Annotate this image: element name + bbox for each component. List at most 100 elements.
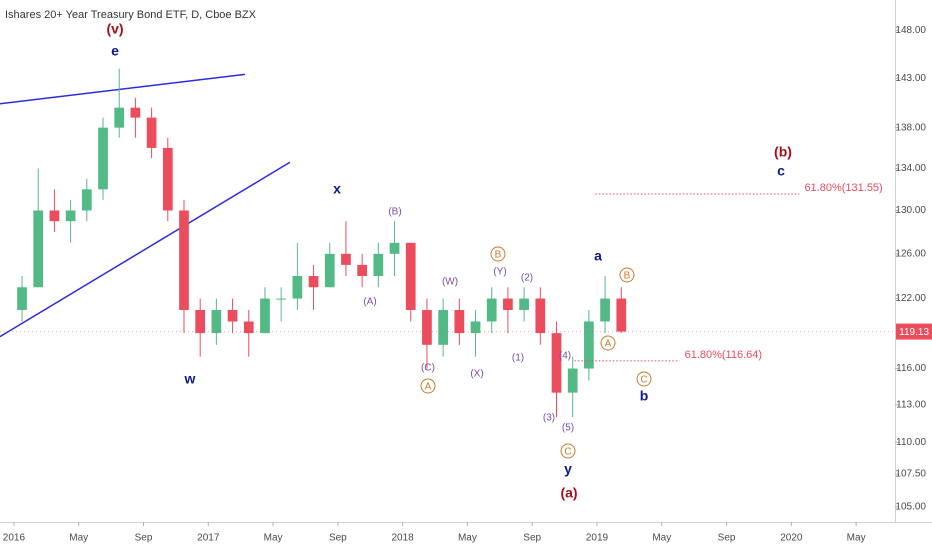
wave-label: A xyxy=(605,339,612,350)
candle-body xyxy=(486,298,497,322)
wave-label: (v) xyxy=(106,21,123,37)
candle-body xyxy=(292,276,303,299)
y-tick-label: 116.00 xyxy=(896,363,926,374)
candle-body xyxy=(616,298,627,332)
wave-label: C xyxy=(640,375,647,386)
wave-label: (W) xyxy=(442,277,458,288)
wave-label: (2) xyxy=(521,273,533,284)
last-price-box xyxy=(896,323,932,340)
candle-body xyxy=(162,147,173,211)
candle-body xyxy=(308,276,319,288)
wave-circle xyxy=(600,335,616,351)
wave-label: w xyxy=(184,371,196,387)
candle-body xyxy=(243,321,254,334)
y-tick-label: 138.00 xyxy=(895,122,926,133)
wave-label: A xyxy=(425,382,432,393)
wave-label: (Y) xyxy=(493,267,506,278)
wave-circle xyxy=(420,378,436,394)
candle-body xyxy=(260,298,270,334)
wave-label: c xyxy=(777,163,785,179)
x-tick-label: May xyxy=(264,533,283,544)
chart-title: Ishares 20+ Year Treasury Bond ETF, D, C… xyxy=(5,9,257,21)
candle-body xyxy=(503,298,513,310)
wave-circle xyxy=(636,371,652,387)
wave-label: (C) xyxy=(421,363,435,374)
wave-label: x xyxy=(333,181,341,197)
y-tick-label: 134.00 xyxy=(895,163,926,174)
wave-label: B xyxy=(495,250,502,261)
x-tick-label: May xyxy=(847,533,866,544)
candle-body xyxy=(405,242,416,310)
x-tick-label: May xyxy=(652,533,671,544)
wave-label: B xyxy=(624,271,631,282)
y-tick-label: 130.00 xyxy=(895,205,926,216)
candle-body xyxy=(567,368,578,393)
wave-circle xyxy=(560,443,576,459)
wave-label: (X) xyxy=(470,369,483,380)
x-tick-label: 2017 xyxy=(197,533,220,544)
x-tick-label: Sep xyxy=(523,533,541,544)
candle-body xyxy=(551,333,562,393)
candle-body xyxy=(584,321,594,369)
candle-body xyxy=(373,253,384,277)
wave-label: y xyxy=(564,461,572,477)
y-tick-label: 148.00 xyxy=(895,25,926,36)
wave-label: (a) xyxy=(560,485,577,501)
x-tick-label: 2018 xyxy=(392,533,415,544)
candle-body xyxy=(357,264,368,277)
wave-label: (3) xyxy=(543,413,555,424)
candle-body xyxy=(211,309,222,334)
x-tick-label: 2020 xyxy=(780,533,803,544)
wave-label: C xyxy=(564,447,571,458)
candle-body xyxy=(438,309,448,345)
candle-body xyxy=(146,117,157,148)
last-price-label: 119.13 xyxy=(899,327,929,338)
y-tick-label: 113.00 xyxy=(896,400,926,411)
candle-body xyxy=(114,107,125,128)
candle-body xyxy=(470,321,481,334)
wave-label: (B) xyxy=(388,207,401,218)
y-tick-label: 122.00 xyxy=(895,293,926,304)
wave-label: (b) xyxy=(774,144,792,160)
wave-label: b xyxy=(640,388,649,404)
wave-label: (4) xyxy=(559,351,571,362)
wave-label: (1) xyxy=(512,353,524,364)
x-tick-label: 2016 xyxy=(3,533,26,544)
candle-body xyxy=(33,210,44,288)
wave-label: e xyxy=(111,43,119,59)
y-tick-label: 105.00 xyxy=(895,501,926,512)
wave-label: (A) xyxy=(363,297,376,308)
wave-label: a xyxy=(594,248,602,264)
x-tick-label: May xyxy=(69,533,88,544)
trendline xyxy=(0,161,291,338)
candle-body xyxy=(276,298,287,300)
candle-body xyxy=(81,189,92,211)
y-tick-label: 143.00 xyxy=(895,73,926,84)
x-tick-label: May xyxy=(458,533,477,544)
candle-body xyxy=(454,309,465,334)
x-tick-label: Sep xyxy=(329,533,347,544)
x-tick-label: Sep xyxy=(718,533,736,544)
candle-body xyxy=(389,242,400,254)
y-tick-label: 110.00 xyxy=(896,437,926,448)
candle-body xyxy=(179,210,189,310)
wave-label: (5) xyxy=(562,423,574,434)
trendline xyxy=(0,73,245,105)
y-tick-label: 107.50 xyxy=(895,469,926,480)
candle-body xyxy=(519,298,529,310)
candle-body xyxy=(324,253,335,288)
x-tick-label: Sep xyxy=(135,533,153,544)
candle-body xyxy=(98,127,108,190)
candle-body xyxy=(341,253,351,265)
candle-body xyxy=(535,298,546,334)
candle-body xyxy=(17,287,27,310)
candle-body xyxy=(600,298,610,322)
x-tick-label: 2019 xyxy=(586,533,609,544)
wave-circle xyxy=(619,267,635,283)
candle-body xyxy=(130,107,141,118)
candle-body xyxy=(227,309,238,322)
candle-body xyxy=(195,309,206,334)
candle-body xyxy=(49,210,60,222)
